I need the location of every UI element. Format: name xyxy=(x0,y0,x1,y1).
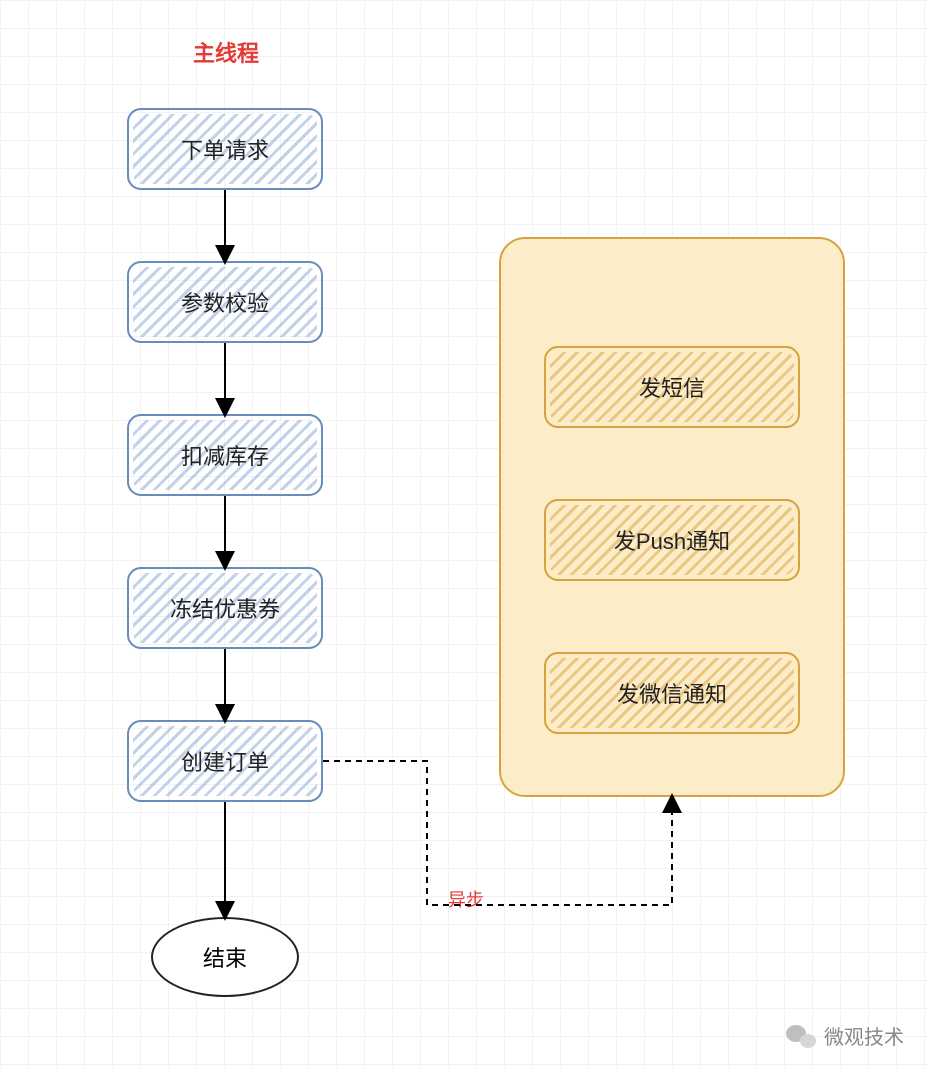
node-label: 发微信通知 xyxy=(617,677,727,709)
node-param-validate: 参数校验 xyxy=(127,261,323,343)
node-end: 结束 xyxy=(151,917,299,997)
node-send-push: 发Push通知 xyxy=(544,499,800,581)
async-edge-label: 异步 xyxy=(448,886,484,912)
node-label: 发Push通知 xyxy=(614,524,730,556)
node-create-order: 创建订单 xyxy=(127,720,323,802)
wechat-icon xyxy=(786,1023,816,1049)
node-freeze-coupon: 冻结优惠券 xyxy=(127,567,323,649)
node-label: 创建订单 xyxy=(181,745,269,777)
node-order-request: 下单请求 xyxy=(127,108,323,190)
node-label: 下单请求 xyxy=(181,133,269,165)
title-text: 主线程 xyxy=(193,41,259,66)
node-label: 发短信 xyxy=(639,371,705,403)
watermark-text: 微观技术 xyxy=(824,1021,904,1050)
label-text: 异步 xyxy=(448,890,484,910)
node-label: 结束 xyxy=(203,941,247,973)
main-thread-title: 主线程 xyxy=(193,36,259,68)
node-label: 冻结优惠券 xyxy=(170,592,280,624)
node-deduct-stock: 扣减库存 xyxy=(127,414,323,496)
node-label: 参数校验 xyxy=(181,286,269,318)
node-label: 扣减库存 xyxy=(181,439,269,471)
watermark: 微观技术 xyxy=(786,1021,904,1050)
node-send-sms: 发短信 xyxy=(544,346,800,428)
node-send-wechat: 发微信通知 xyxy=(544,652,800,734)
